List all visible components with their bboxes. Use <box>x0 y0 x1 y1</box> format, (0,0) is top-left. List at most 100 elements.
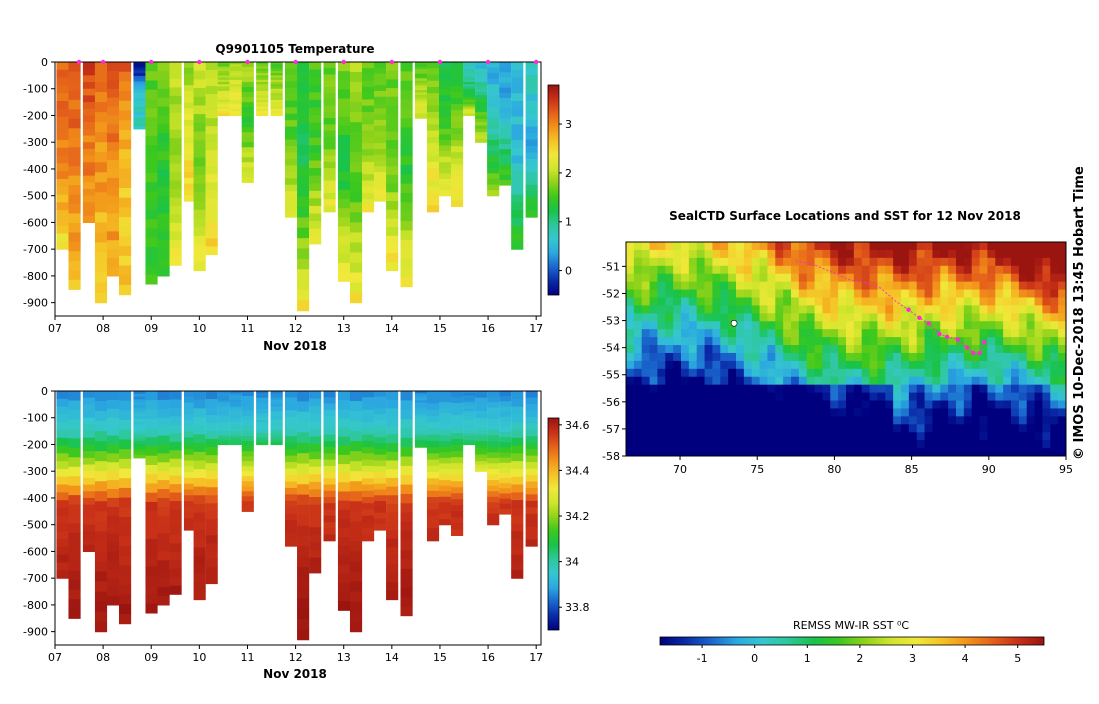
temperature-cell <box>499 67 512 73</box>
sst-cell <box>853 337 863 346</box>
sst-cell <box>1011 257 1020 267</box>
temperature-cell <box>82 162 96 170</box>
sst-cell <box>704 440 714 449</box>
salinity-cell <box>157 435 170 446</box>
temperature-cell <box>285 191 298 199</box>
salinity-cell <box>118 565 132 576</box>
sst-cell <box>1026 440 1036 449</box>
sst-cell <box>893 242 902 251</box>
sst-cell <box>979 305 989 314</box>
salinity-cell <box>475 421 488 426</box>
sst-cell <box>861 345 871 354</box>
sst-cell <box>775 329 784 338</box>
temperature-cell <box>400 146 413 157</box>
sst-cell <box>916 448 926 456</box>
temperature-cell <box>374 172 387 179</box>
sst-cell <box>971 337 981 346</box>
salinity-cell <box>133 452 146 456</box>
temperature-cell <box>256 88 269 92</box>
salinity-cell <box>270 406 283 410</box>
temperature-cell <box>451 122 464 129</box>
salinity-cell <box>426 397 440 405</box>
temperature-cell <box>337 89 351 100</box>
sst-cell <box>743 392 753 402</box>
sst-cell <box>1003 424 1012 433</box>
sst-cell <box>995 352 1004 362</box>
temperature-cell <box>511 62 524 71</box>
temperature-cell <box>68 80 81 92</box>
salinity-cell <box>414 426 428 430</box>
salinity-cell <box>400 559 413 570</box>
temperature-cell <box>323 168 336 175</box>
salinity-cell <box>426 522 440 529</box>
salinity-cell <box>414 421 428 425</box>
sst-cell <box>908 305 918 314</box>
salinity-cell <box>309 474 322 483</box>
temperature-cell <box>309 198 322 207</box>
salinity-cell <box>270 437 283 441</box>
temperature-cell <box>285 68 298 76</box>
temperature-cell <box>463 113 476 117</box>
sst-cell <box>1011 297 1020 307</box>
sst-cell <box>806 345 816 354</box>
sst-cell <box>649 289 659 299</box>
sst-cell <box>995 313 1004 322</box>
salinity-cell <box>193 590 206 601</box>
sst-cell <box>712 281 721 291</box>
temperature-cell <box>426 193 440 200</box>
salinity-cell <box>118 507 132 518</box>
temperature-cell <box>386 122 399 133</box>
salinity-cell <box>361 403 375 411</box>
sst-cell <box>956 273 965 283</box>
temperature-cell <box>56 225 69 235</box>
temperature-cell <box>451 188 464 195</box>
temperature-cell <box>499 87 512 94</box>
temperature-cell <box>157 70 170 81</box>
temperature-cell <box>217 93 230 97</box>
sst-cell <box>822 313 831 322</box>
sst-cell <box>720 257 729 267</box>
temperature-cell <box>475 132 488 137</box>
temperature-cell <box>349 102 363 113</box>
temperature-cell <box>349 92 363 103</box>
salinity-cell <box>309 527 322 536</box>
sst-cell <box>995 416 1004 425</box>
sst-cell <box>626 400 635 410</box>
sst-cell <box>1034 360 1044 370</box>
temperature-cell <box>82 128 96 137</box>
temperature-cell <box>297 186 310 198</box>
temperature-cell <box>511 77 524 86</box>
salinity-cell <box>94 461 108 472</box>
sst-cell <box>751 416 761 425</box>
temperature-cell <box>68 156 81 167</box>
sst-cell <box>681 376 690 386</box>
temperature-cell <box>106 106 120 117</box>
sst-cell <box>979 273 989 283</box>
seal-surface-location <box>964 345 970 350</box>
sst-cell <box>743 424 753 433</box>
sst-cell <box>1011 400 1020 410</box>
salinity-cell <box>256 428 269 432</box>
temperature-cell <box>118 91 132 102</box>
temperature-cell <box>386 192 399 202</box>
sst-cell <box>956 432 965 441</box>
temperature-cell <box>309 92 322 101</box>
temperature-cell <box>193 235 206 246</box>
salinity-cell <box>229 433 242 437</box>
temperature-cell <box>106 177 120 188</box>
salinity-cell <box>323 415 336 423</box>
temperature-cell <box>297 144 310 156</box>
temperature-cell <box>463 111 476 114</box>
sst-cell <box>743 376 753 386</box>
salinity-cell <box>426 528 440 536</box>
temperature-cell <box>414 76 428 79</box>
salinity-cell <box>270 413 283 417</box>
sst-cell <box>893 384 902 394</box>
sst-cell <box>665 408 674 417</box>
sst-cell <box>940 384 949 394</box>
sst-cell <box>838 424 847 433</box>
temperature-cell <box>56 241 69 250</box>
temperature-cell <box>426 80 440 88</box>
sst-cell <box>626 376 635 386</box>
salinity-cell <box>217 404 230 408</box>
